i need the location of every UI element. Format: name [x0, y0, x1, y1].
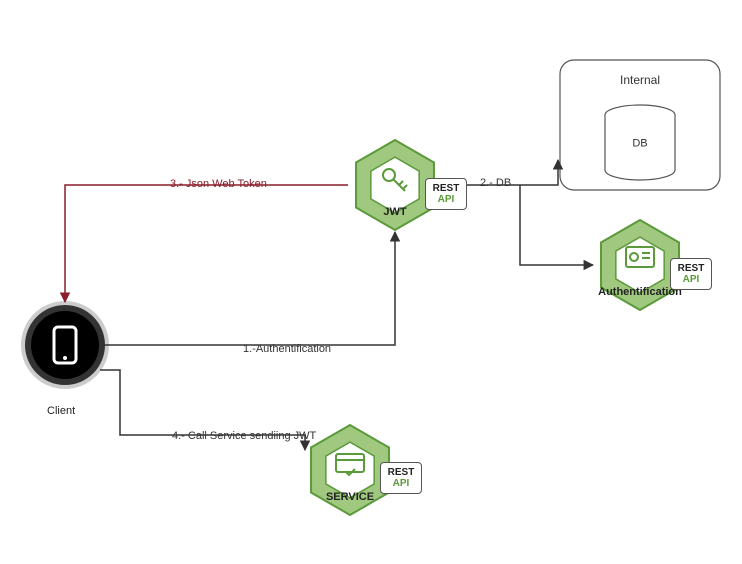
- edge-label-step2: 2.- DB: [480, 177, 511, 189]
- edge-label-step1: 1.-Authentification: [243, 343, 331, 355]
- svg-text:SERVICE: SERVICE: [326, 491, 374, 503]
- rest-text: REST: [388, 467, 415, 478]
- db-label: DB: [632, 138, 647, 150]
- rest-api-badge-service: REST API: [380, 462, 422, 494]
- edge-step3: [65, 185, 348, 302]
- db-title: Internal: [620, 73, 660, 87]
- client-node: [21, 301, 109, 389]
- jwt-node: JWT: [356, 140, 434, 230]
- api-text: API: [393, 478, 410, 489]
- svg-text:JWT: JWT: [383, 206, 407, 218]
- edge-step1: [100, 232, 395, 345]
- rest-api-badge-jwt: REST API: [425, 178, 467, 210]
- database-icon: DB: [605, 105, 675, 180]
- db-container: Internal DB: [560, 60, 720, 190]
- edge-label-step4: 4.- Call Service sendiing JWT: [172, 430, 316, 442]
- rest-text: REST: [678, 263, 705, 274]
- api-text: API: [438, 194, 455, 205]
- edge-step2-branch: [520, 185, 593, 265]
- api-text: API: [683, 274, 700, 285]
- rest-text: REST: [433, 183, 460, 194]
- rest-api-badge-auth: REST API: [670, 258, 712, 290]
- edge-label-step3: 3.- Json Web Token: [170, 178, 267, 190]
- client-label: Client: [47, 405, 75, 417]
- service-node: SERVICE: [311, 425, 389, 515]
